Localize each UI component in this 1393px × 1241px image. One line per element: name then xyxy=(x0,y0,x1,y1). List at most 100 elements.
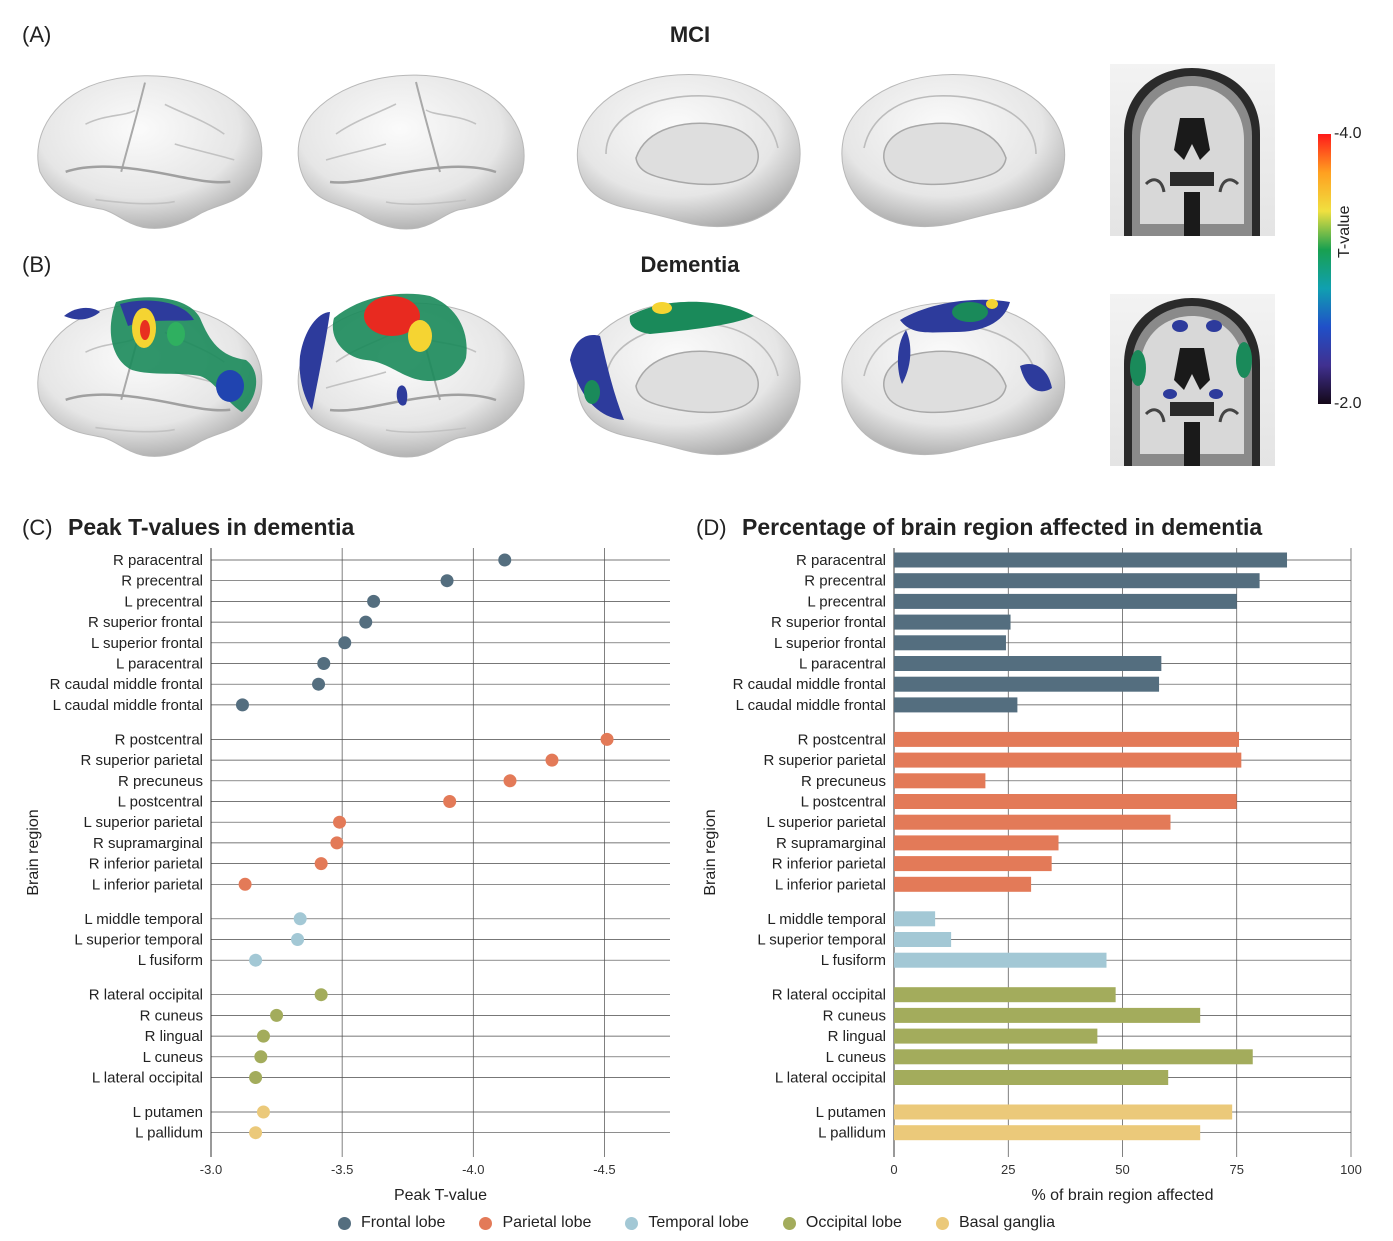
panel-d-letter: (D) xyxy=(696,515,727,540)
category-label: L cuneus xyxy=(826,1049,886,1066)
bar xyxy=(894,1049,1253,1065)
scatter-point xyxy=(235,698,249,712)
legend-item: Basal ganglia xyxy=(935,1214,1056,1232)
legend-label: Temporal lobe xyxy=(648,1214,749,1231)
scatter-point xyxy=(545,753,559,767)
category-label: L pallidum xyxy=(818,1125,886,1142)
scatter-point xyxy=(256,1105,270,1119)
bar xyxy=(894,593,1237,609)
panel-b-title: Dementia xyxy=(640,252,740,277)
mci-left-medial-brain xyxy=(576,73,801,228)
scatter-point xyxy=(314,988,328,1002)
x-tick-label: 100 xyxy=(1340,1162,1362,1177)
category-label: R supramarginal xyxy=(776,835,886,852)
bar xyxy=(894,1007,1201,1023)
category-label: L inferior parietal xyxy=(775,876,886,893)
category-label: R caudal middle frontal xyxy=(50,676,203,693)
scatter-point xyxy=(249,1071,263,1084)
scatter-point xyxy=(317,657,331,670)
mci-left-lateral-brain xyxy=(36,74,264,230)
x-tick-label: 25 xyxy=(1001,1162,1015,1177)
legend-item: Frontal lobe xyxy=(337,1214,446,1232)
y-axis-title: Brain region xyxy=(702,809,719,895)
legend-label: Occipital lobe xyxy=(805,1214,902,1231)
scatter-point xyxy=(270,1008,284,1022)
bar xyxy=(894,731,1240,747)
legend-label: Frontal lobe xyxy=(360,1214,446,1231)
category-label: R cuneus xyxy=(140,1007,203,1024)
scatter-point xyxy=(443,795,457,808)
category-label: L precentral xyxy=(807,593,886,610)
bar xyxy=(894,573,1260,589)
category-label: L middle temporal xyxy=(84,911,203,928)
x-tick-label: -4.5 xyxy=(593,1162,615,1177)
category-label: L superior frontal xyxy=(774,635,886,652)
colorbar-label: T-value xyxy=(1336,205,1353,258)
category-label: L putamen xyxy=(816,1104,886,1121)
scatter-point xyxy=(312,677,326,691)
bar xyxy=(894,656,1162,671)
x-tick-label: -3.0 xyxy=(200,1162,222,1177)
bar xyxy=(894,1104,1233,1120)
bar xyxy=(894,614,1011,630)
category-label: L superior temporal xyxy=(757,932,886,949)
category-label: R cuneus xyxy=(823,1007,886,1024)
dementia-activation-overlay xyxy=(64,293,1252,420)
x-tick-label: 50 xyxy=(1115,1162,1129,1177)
category-label: L postcentral xyxy=(801,794,886,811)
bar xyxy=(894,773,986,789)
category-label: L lateral occipital xyxy=(92,1070,203,1087)
panel-c-title: Peak T-values in dementia xyxy=(68,514,355,540)
category-label: R lingual xyxy=(145,1028,203,1045)
bar xyxy=(894,1070,1169,1085)
peak-t-values-chart: -3.0 -3.5 -4.0 -4.5 Peak T-value Brain region… xyxy=(25,548,670,1204)
legend-label: Parietal lobe xyxy=(502,1214,592,1231)
scatter-point xyxy=(338,636,352,650)
category-label: R inferior parietal xyxy=(89,856,203,873)
legend-item: Occipital lobe xyxy=(782,1214,902,1232)
category-label: L fusiform xyxy=(138,952,203,969)
bar xyxy=(894,794,1237,809)
scatter-point xyxy=(291,933,305,946)
bar xyxy=(894,952,1107,968)
category-label: R lingual xyxy=(828,1028,886,1045)
bar xyxy=(894,835,1059,851)
scatter-point xyxy=(498,553,512,567)
bar xyxy=(894,752,1242,768)
panel-a-letter: (A) xyxy=(22,22,52,47)
bar xyxy=(894,676,1160,692)
x-tick-label: 75 xyxy=(1230,1162,1244,1177)
legend-label: Basal ganglia xyxy=(958,1214,1056,1231)
category-label: R superior frontal xyxy=(771,614,886,631)
bar xyxy=(894,876,1032,892)
panel-c-letter: (C) xyxy=(22,515,53,540)
scatter-point xyxy=(238,877,252,891)
category-label: R superior parietal xyxy=(763,752,886,769)
scatter-point xyxy=(293,912,307,926)
bar xyxy=(894,856,1052,872)
percentage-affected-chart: 0 25 50 75 100 % of brain region affected Brai… xyxy=(702,548,1362,1204)
category-label: L putamen xyxy=(133,1104,203,1121)
bar xyxy=(894,697,1018,713)
x-axis-title: Peak T-value xyxy=(394,1187,487,1204)
category-label: R precentral xyxy=(804,573,886,590)
legend-item: Temporal lobe xyxy=(625,1214,749,1232)
panel-a-title: MCI xyxy=(669,22,711,47)
bar xyxy=(894,1125,1201,1141)
x-axis-title: % of brain region affected xyxy=(1031,1187,1213,1204)
category-label: R lateral occipital xyxy=(772,987,886,1004)
category-label: R precuneus xyxy=(801,773,886,790)
scatter-point xyxy=(359,615,373,629)
category-label: R postcentral xyxy=(798,731,886,748)
category-label: R superior parietal xyxy=(80,752,203,769)
legend-swatch xyxy=(935,1216,949,1230)
mci-right-medial-brain xyxy=(841,73,1066,228)
category-label: L fusiform xyxy=(821,952,886,969)
legend-swatch xyxy=(479,1216,493,1230)
category-label: L superior frontal xyxy=(91,635,203,652)
panel-b-letter: (B) xyxy=(22,252,52,277)
lobe-legend: Frontal lobe Parietal lobe Temporal lobe Oc… xyxy=(0,1214,1393,1238)
category-label: R paracentral xyxy=(796,552,886,569)
scatter-point xyxy=(249,953,263,967)
legend-swatch xyxy=(625,1216,639,1230)
